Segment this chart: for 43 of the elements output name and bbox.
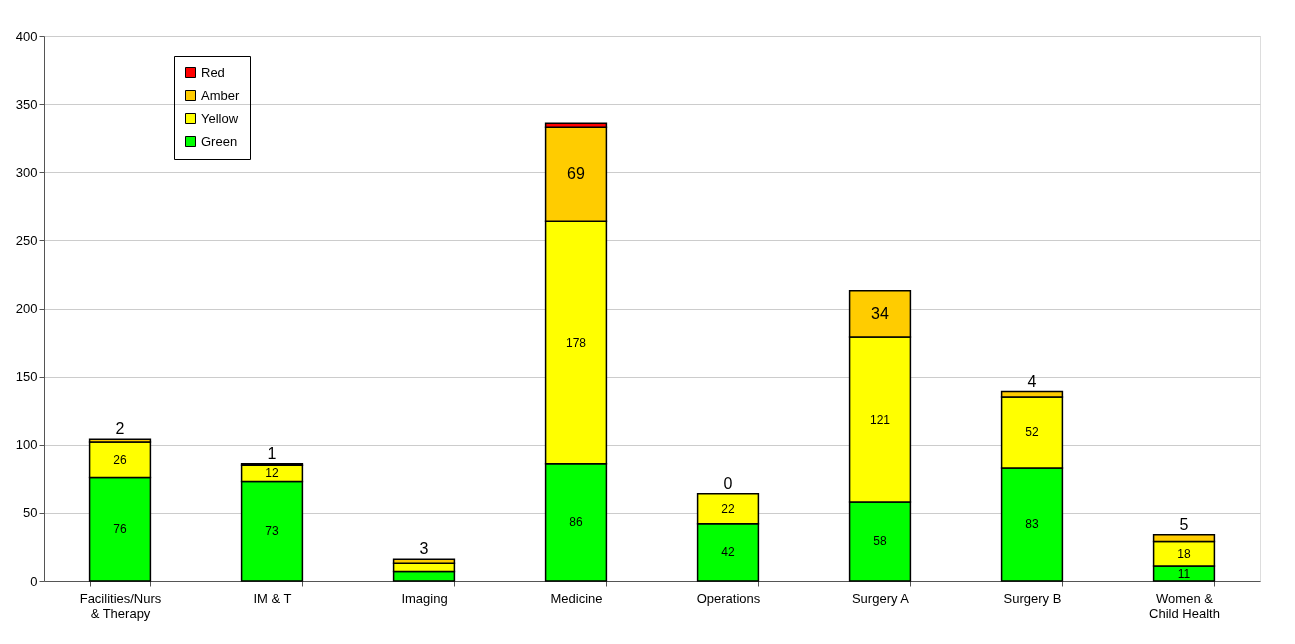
data-label: 11 xyxy=(1177,566,1191,581)
data-label: 0 xyxy=(723,474,733,492)
y-tick-label: 100 xyxy=(15,437,38,453)
y-tick-label: 150 xyxy=(15,369,38,385)
x-tick-label: Operations xyxy=(696,590,761,606)
data-label: 22 xyxy=(721,501,735,516)
data-label: 76 xyxy=(113,522,127,537)
x-tick-label: Surgery A xyxy=(851,590,910,606)
legend-label: Amber xyxy=(201,87,240,103)
x-tick-label: Medicine xyxy=(550,590,603,606)
y-tick-label: 350 xyxy=(15,96,38,112)
y-tick-label: 50 xyxy=(23,505,38,521)
legend-label: Yellow xyxy=(201,110,239,126)
y-tick-label: 250 xyxy=(15,232,38,248)
data-label: 178 xyxy=(565,335,587,350)
data-label: 58 xyxy=(873,534,887,549)
y-tick-label: 300 xyxy=(15,164,38,180)
legend-label: Red xyxy=(201,64,225,80)
data-label: 83 xyxy=(1025,517,1039,532)
x-tick-label: Facilities/Nurs & Therapy xyxy=(79,590,162,621)
y-tick-label: 200 xyxy=(15,301,38,316)
data-label: 1 xyxy=(267,444,277,462)
y-tick-label: 400 xyxy=(15,28,38,44)
data-label: 69 xyxy=(567,165,585,183)
legend-label: Green xyxy=(201,133,238,149)
data-label: 42 xyxy=(721,545,735,560)
data-label: 4 xyxy=(1027,372,1037,390)
data-label: 3 xyxy=(419,540,429,558)
data-label: 18 xyxy=(1177,546,1191,561)
x-tick-label: Imaging xyxy=(401,590,448,606)
data-label: 12 xyxy=(265,466,279,481)
data-label: 86 xyxy=(569,515,583,530)
x-tick-label: Surgery B xyxy=(1003,590,1062,606)
x-tick-label: IM & T xyxy=(253,590,292,606)
data-label: 34 xyxy=(871,304,889,322)
x-tick-label: Women & Child Health xyxy=(1149,590,1220,621)
data-label: 26 xyxy=(113,452,127,467)
data-label: 52 xyxy=(1025,425,1039,440)
data-label: 2 xyxy=(115,420,125,438)
data-label: 121 xyxy=(869,412,891,427)
y-tick-label: 0 xyxy=(30,573,38,589)
data-label: 73 xyxy=(265,524,279,539)
data-label: 5 xyxy=(1179,515,1189,533)
